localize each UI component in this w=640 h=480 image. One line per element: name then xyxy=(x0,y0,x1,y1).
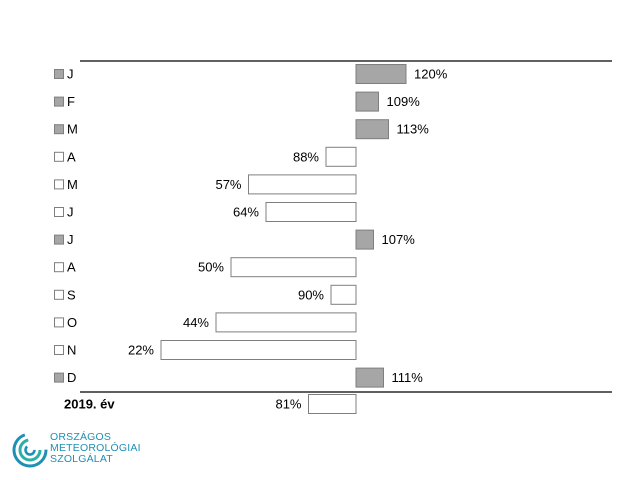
hollow-marker-icon xyxy=(54,345,64,355)
logo-line-1: ORSZÁGOS xyxy=(50,431,112,443)
value-label: 111% xyxy=(392,370,424,385)
month-row: F 109% xyxy=(54,91,421,112)
value-label: 64% xyxy=(233,205,259,220)
logo-line-3: SZOLGÁLAT xyxy=(50,453,113,465)
month-row: D 111% xyxy=(54,367,424,388)
month-label: O xyxy=(67,315,77,330)
month-row: J 120% xyxy=(54,64,448,84)
value-label: 109% xyxy=(387,94,421,109)
month-bar xyxy=(248,174,357,195)
value-label: 90% xyxy=(298,287,324,302)
month-label: D xyxy=(67,370,76,385)
hollow-marker-icon xyxy=(54,207,64,217)
value-label: 57% xyxy=(215,177,241,192)
hollow-marker-icon xyxy=(54,179,64,190)
value-label: 22% xyxy=(128,343,154,358)
value-label: 107% xyxy=(382,232,416,247)
month-label: J xyxy=(67,232,74,247)
month-bar xyxy=(230,257,357,278)
month-bar xyxy=(355,119,389,140)
hollow-marker-icon xyxy=(54,289,64,300)
month-bar xyxy=(160,340,357,360)
month-label: A xyxy=(67,149,76,164)
omsz-logo-icon xyxy=(12,432,48,468)
month-label: J xyxy=(67,205,74,220)
month-label: M xyxy=(67,177,78,192)
month-label: A xyxy=(67,260,76,275)
month-label: J xyxy=(67,67,74,82)
month-row: N 22% xyxy=(54,340,357,360)
month-bar xyxy=(355,91,379,112)
month-row: J 64% xyxy=(54,202,357,222)
filled-marker-icon xyxy=(54,69,64,79)
logo-text: ORSZÁGOS METEOROLÓGIAI SZOLGÁLAT xyxy=(50,432,141,465)
month-row: M 57% xyxy=(54,174,357,195)
filled-marker-icon xyxy=(54,96,64,107)
value-label: 113% xyxy=(397,122,430,137)
value-label: 120% xyxy=(414,67,448,82)
month-bar xyxy=(355,64,407,84)
hollow-marker-icon xyxy=(54,262,64,273)
month-bar xyxy=(325,146,357,167)
value-label: 44% xyxy=(183,315,209,330)
logo-line-2: METEOROLÓGIAI xyxy=(50,442,141,454)
filled-marker-icon xyxy=(54,124,64,135)
month-bar xyxy=(215,312,357,333)
month-bar xyxy=(355,229,374,250)
month-label: N xyxy=(67,343,76,358)
month-bar xyxy=(265,202,357,222)
annual-value-label: 81% xyxy=(275,397,301,412)
annual-label: 2019. év xyxy=(64,397,115,412)
hollow-marker-icon xyxy=(54,317,64,328)
month-row: S 90% xyxy=(54,284,357,305)
value-label: 50% xyxy=(198,260,224,275)
month-bar xyxy=(355,367,384,388)
filled-marker-icon xyxy=(54,372,64,383)
annual-bar xyxy=(308,394,357,414)
month-label: F xyxy=(67,94,75,109)
month-row: A 50% xyxy=(54,257,357,278)
month-row: M 113% xyxy=(54,119,430,140)
month-row: J 107% xyxy=(54,229,416,250)
month-row: A 88% xyxy=(54,146,357,167)
month-label: S xyxy=(67,287,76,302)
month-row: O 44% xyxy=(54,312,357,333)
hollow-marker-icon xyxy=(54,151,64,162)
value-label: 88% xyxy=(293,149,319,164)
month-label: M xyxy=(67,122,78,137)
filled-marker-icon xyxy=(54,234,64,245)
month-bar xyxy=(330,284,357,305)
